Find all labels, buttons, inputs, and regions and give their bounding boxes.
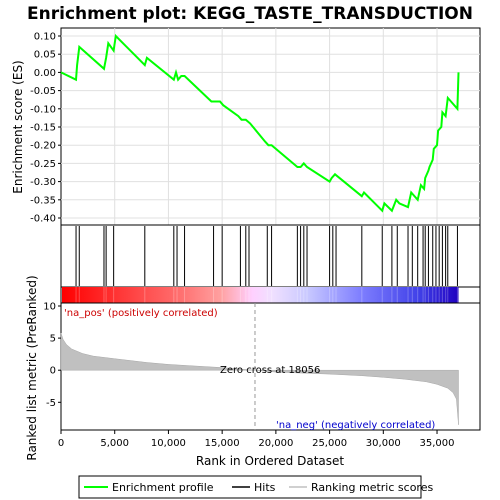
- heatmap-gradient: [62, 287, 459, 303]
- rank-tick-label: 10: [43, 302, 56, 313]
- ranking-heatmap-bar: [60, 286, 481, 304]
- rank-x-tick-label: 20,000: [258, 438, 293, 449]
- es-tick-label: -0.20: [30, 141, 56, 152]
- es-y-ticks: 0.10 0.05 0.00 -0.05 -0.10 -0.15 -0.20 -0.25 -0.…: [30, 32, 61, 225]
- rank-tick-label: 5: [50, 334, 56, 345]
- rank-x-tick-label: 25,000: [312, 438, 347, 449]
- ranking-metric-panel: 10 5 0 -5 0 5,000 10,000 15,000 20,000 25,000 30,…: [25, 275, 481, 468]
- heatmap-stripes: [75, 287, 458, 303]
- rank-x-tick-label: 30,000: [366, 438, 401, 449]
- rank-x-tick-label: 0: [58, 438, 64, 449]
- chart-title: Enrichment plot: KEGG_TASTE_TRANSDUCTION: [27, 4, 473, 24]
- rank-x-tick-label: 35,000: [420, 438, 455, 449]
- legend-enrichment-label: Enrichment profile: [112, 481, 214, 494]
- es-tick-label: -0.25: [30, 159, 56, 170]
- rank-tick-label: 0: [50, 366, 56, 377]
- zero-cross-annotation: Zero cross at 18056: [220, 365, 320, 376]
- es-tick-label: -0.35: [30, 195, 56, 206]
- rank-x-ticks: 0 5,000 10,000 15,000 20,000 25,000 30,000 35,0…: [58, 430, 455, 449]
- enrichment-score-panel: 0.10 0.05 0.00 -0.05 -0.10 -0.15 -0.20 -0.25 -0.…: [11, 27, 481, 226]
- es-tick-label: -0.40: [30, 214, 56, 225]
- enrichment-profile-line: [60, 33, 460, 213]
- es-tick-label: -0.15: [30, 123, 56, 134]
- hits-area: [60, 224, 481, 288]
- rank-y-axis-label: Ranked list metric (PreRanked): [25, 275, 39, 460]
- rank-x-tick-label: 15,000: [205, 438, 240, 449]
- es-tick-label: 0.00: [34, 68, 56, 79]
- legend: Enrichment profile Hits Ranking metric s…: [78, 475, 433, 499]
- legend-ranking-label: Ranking metric scores: [311, 481, 433, 494]
- ranking-metric-area: [60, 332, 459, 425]
- hits-panel: [60, 224, 481, 288]
- rank-x-tick-label: 10,000: [151, 438, 186, 449]
- es-grid: [61, 28, 480, 225]
- es-tick-label: 0.10: [34, 32, 56, 43]
- es-tick-label: -0.10: [30, 104, 56, 115]
- es-tick-label: 0.05: [34, 50, 56, 61]
- rank-tick-label: -5: [46, 398, 56, 409]
- es-tick-label: -0.05: [30, 86, 56, 97]
- positive-annotation: 'na_pos' (positively correlated): [64, 308, 218, 319]
- hit-lines: [75, 226, 458, 286]
- rank-x-tick-label: 5,000: [100, 438, 129, 449]
- es-tick-label: -0.30: [30, 177, 56, 188]
- rank-x-axis-label: Rank in Ordered Dataset: [196, 454, 344, 468]
- legend-hits-label: Hits: [254, 481, 276, 494]
- es-y-axis-label: Enrichment score (ES): [11, 60, 25, 193]
- rank-y-ticks: 10 5 0 -5: [43, 302, 61, 409]
- negative-annotation: 'na_neg' (negatively correlated): [276, 420, 435, 431]
